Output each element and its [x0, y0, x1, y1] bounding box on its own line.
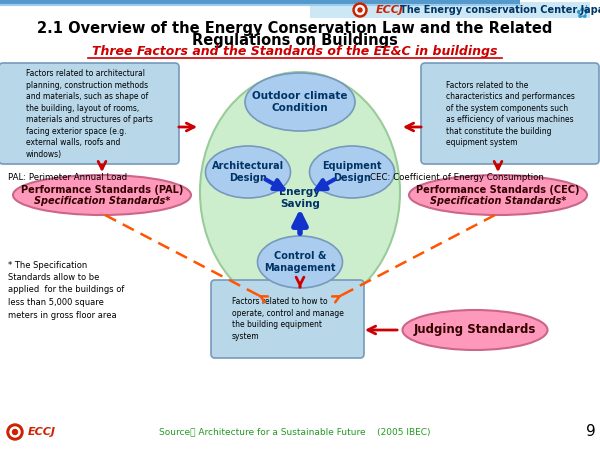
Text: ,: , [584, 0, 587, 9]
Text: Architectural
Design: Architectural Design [212, 161, 284, 183]
FancyBboxPatch shape [421, 63, 599, 164]
FancyBboxPatch shape [0, 63, 179, 164]
Text: * The Specification
Standards allow to be
applied  for the buildings of
less tha: * The Specification Standards allow to b… [8, 261, 124, 319]
Text: Control &
Management: Control & Management [264, 251, 336, 273]
Text: The Energy conservation Center Japan: The Energy conservation Center Japan [400, 5, 600, 15]
Ellipse shape [409, 175, 587, 215]
Text: Outdoor climate
Condition: Outdoor climate Condition [252, 91, 348, 113]
Text: Specification Standards*: Specification Standards* [430, 196, 566, 206]
Text: Three Factors and the Standards of the EE&C in buildings: Three Factors and the Standards of the E… [92, 45, 498, 58]
Text: CEC: Coefficient of Energy Consumption: CEC: Coefficient of Energy Consumption [370, 172, 544, 181]
Ellipse shape [403, 310, 548, 350]
Ellipse shape [245, 73, 355, 131]
Text: ECCJ: ECCJ [376, 5, 404, 15]
Text: Judging Standards: Judging Standards [414, 324, 536, 337]
Text: ✿: ✿ [575, 6, 589, 22]
Text: Performance Standards (CEC): Performance Standards (CEC) [416, 185, 580, 195]
Circle shape [10, 427, 20, 437]
Ellipse shape [200, 72, 400, 312]
Text: ECCJ: ECCJ [28, 427, 56, 437]
Text: PAL: Perimeter Annual Load: PAL: Perimeter Annual Load [8, 172, 127, 181]
Text: Factors related to how to
operate, control and manage
the building equipment
sys: Factors related to how to operate, contr… [232, 297, 344, 341]
Circle shape [7, 424, 23, 440]
Text: 9: 9 [586, 424, 596, 440]
Circle shape [353, 3, 367, 17]
Circle shape [13, 429, 17, 435]
Text: Factors related to architectural
planning, construction methods
and materials, s: Factors related to architectural plannin… [26, 69, 152, 158]
Text: Performance Standards (PAL): Performance Standards (PAL) [21, 185, 183, 195]
Circle shape [358, 8, 362, 12]
Text: Source： Architecture for a Sustainable Future    (2005 IBEC): Source： Architecture for a Sustainable F… [159, 428, 431, 436]
Text: Energy
Saving: Energy Saving [280, 187, 320, 209]
Ellipse shape [13, 175, 191, 215]
Ellipse shape [205, 146, 290, 198]
Circle shape [355, 5, 365, 14]
Text: Regulations on Buildings: Regulations on Buildings [192, 33, 398, 49]
Text: Specification Standards*: Specification Standards* [34, 196, 170, 206]
Text: Factors related to the
characteristics and performances
of the system components: Factors related to the characteristics a… [446, 81, 574, 147]
Ellipse shape [310, 146, 395, 198]
FancyBboxPatch shape [310, 2, 590, 18]
FancyBboxPatch shape [211, 280, 364, 358]
Text: 2.1 Overview of the Energy Conservation Law and the Related: 2.1 Overview of the Energy Conservation … [37, 22, 553, 36]
Text: Equipment
Design: Equipment Design [322, 161, 382, 183]
Ellipse shape [257, 236, 343, 288]
